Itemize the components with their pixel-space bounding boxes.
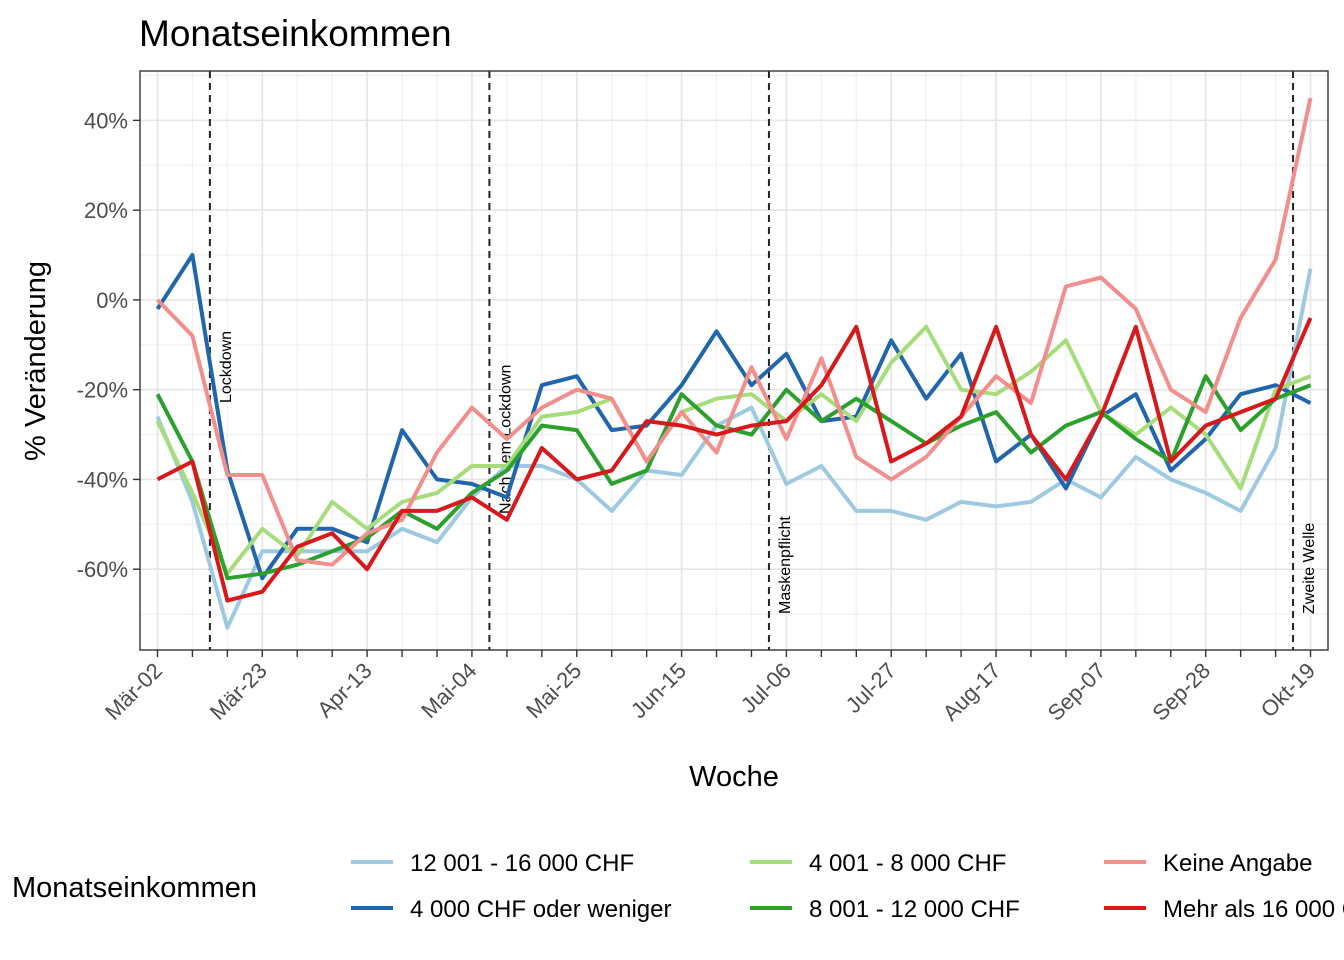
series-lines <box>155 97 1313 630</box>
plot-border <box>139 70 1329 651</box>
minor-gridlines <box>140 71 1328 650</box>
chart-title: Monatseinkommen <box>139 13 452 54</box>
y-axis: 40% 20% 0% -20% -40% -60% <box>77 108 140 582</box>
series-line <box>155 253 1312 581</box>
x-tick-label: Aug-17 <box>938 658 1006 726</box>
y-axis-title: % Veränderung <box>20 261 52 461</box>
y-tick-label: -20% <box>77 378 128 403</box>
x-tick-label: Jul-06 <box>736 658 796 718</box>
y-tick-label: -60% <box>77 557 128 582</box>
major-gridlines <box>140 71 1328 650</box>
x-tick-label: Mai-04 <box>416 658 481 723</box>
legend-items: 12 001 - 16 000 CHF 4 000 CHF oder wenige… <box>351 850 1344 923</box>
x-tick-label: Mär-02 <box>100 658 167 725</box>
x-tick-label: Okt-19 <box>1256 658 1320 722</box>
x-tick-label: Mai-25 <box>521 658 586 723</box>
y-tick-label: 0% <box>96 288 128 313</box>
event-label: Lockdown <box>218 331 235 403</box>
legend: Monatseinkommen 12 001 - 16 000 CHF 4 000… <box>12 850 1344 923</box>
legend-label: 8 001 - 12 000 CHF <box>809 896 1020 923</box>
x-tick-label: Sep-28 <box>1147 658 1215 726</box>
y-tick-label: 40% <box>84 108 128 133</box>
legend-label: Keine Angabe <box>1163 850 1312 877</box>
legend-label: 4 000 CHF oder weniger <box>410 896 671 923</box>
event-label: Zweite Welle <box>1301 523 1318 614</box>
legend-label: 4 001 - 8 000 CHF <box>809 850 1006 877</box>
x-tick-label: Sep-07 <box>1043 658 1111 726</box>
x-tick-label: Jul-27 <box>841 658 901 718</box>
legend-label: Mehr als 16 000 CHF <box>1163 896 1344 923</box>
x-tick-label: Jun-15 <box>626 658 691 723</box>
y-tick-label: 20% <box>84 198 128 223</box>
x-tick-label: Mär-23 <box>205 658 272 725</box>
x-axis-title: Woche <box>689 761 779 793</box>
legend-title: Monatseinkommen <box>12 872 257 904</box>
series-line <box>156 317 1313 603</box>
y-tick-label: -40% <box>77 467 128 492</box>
event-label: Maskenpflicht <box>777 516 794 614</box>
legend-label: 12 001 - 16 000 CHF <box>410 850 634 877</box>
x-tick-label: Apr-13 <box>312 658 376 722</box>
x-axis: Mär-02 Mär-23 Apr-13 Mai-04 Mai-25 Jun-15 Jul-… <box>100 650 1320 726</box>
